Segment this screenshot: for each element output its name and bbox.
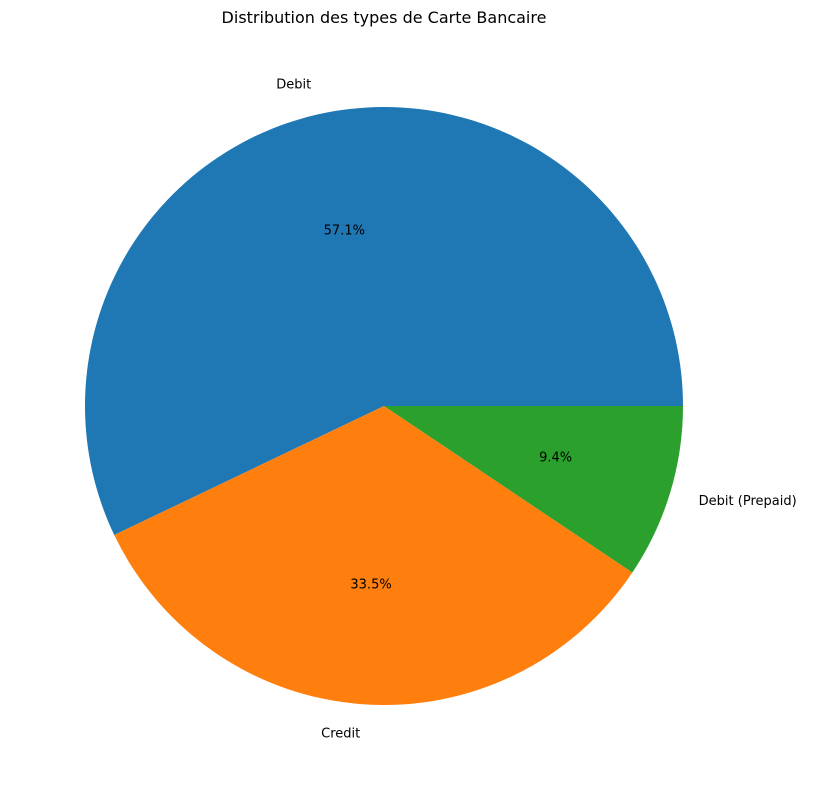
pct-label-credit: 33.5% [350,577,391,592]
pie-slice-debit-prepaid [384,406,683,573]
slices-layer [85,107,683,705]
pct-label-debit: 57.1% [324,224,365,239]
slice-label-debit-prepaid: Debit (Prepaid) [699,494,797,509]
slice-label-credit: Credit [321,727,360,742]
slice-label-debit: Debit [276,78,311,93]
pie-slice-debit [85,107,683,536]
pct-label-debit-prepaid: 9.4% [539,451,572,466]
labels-layer: 57.1% Debit 33.5% Credit 9.4% Debit (Prepaid) [276,78,796,742]
chart-title: Distribution des types de Carte Bancaire [222,8,547,27]
pie-slice-credit [114,406,633,705]
